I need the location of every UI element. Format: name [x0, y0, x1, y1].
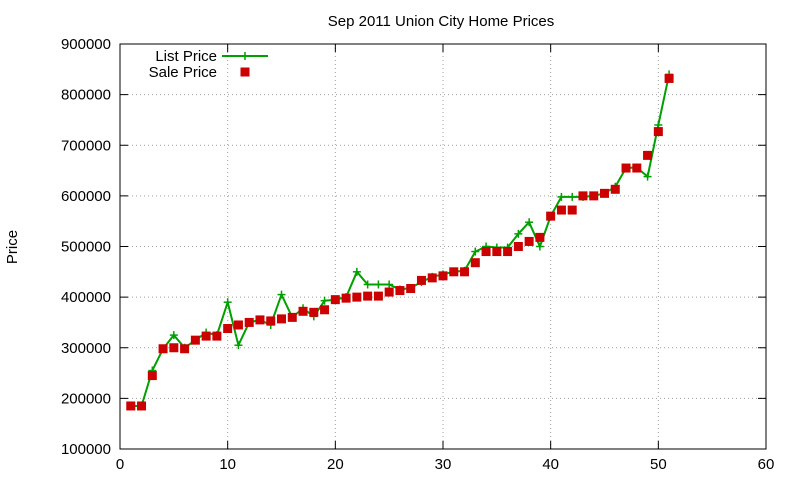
- y-tick-label: 600000: [61, 188, 111, 205]
- list-price-point: [277, 290, 286, 299]
- sale-price-point: [233, 320, 243, 330]
- y-axis-label: Price: [4, 230, 21, 264]
- sale-price-point: [223, 324, 233, 334]
- sale-price-point: [309, 307, 319, 317]
- sale-price-point: [664, 73, 674, 83]
- chart-title: Sep 2011 Union City Home Prices: [328, 13, 555, 30]
- list-price-point: [643, 172, 652, 181]
- legend-marker-sale-price: [240, 67, 250, 77]
- x-tick-label: 60: [758, 456, 775, 473]
- y-tick-label: 400000: [61, 289, 111, 306]
- sale-price-point: [524, 236, 534, 246]
- list-price-point: [223, 298, 232, 307]
- sale-price-point: [212, 331, 222, 341]
- sale-price-point: [277, 314, 286, 324]
- sale-price-point: [460, 267, 470, 277]
- sale-price-point: [578, 191, 588, 201]
- y-tick-label: 900000: [61, 36, 111, 53]
- sale-price-point: [653, 127, 663, 137]
- sale-price-point: [406, 284, 416, 294]
- y-tick-label: 300000: [61, 340, 111, 357]
- sale-price-point: [341, 293, 351, 303]
- sale-price-point: [287, 312, 297, 322]
- sale-price-point: [373, 291, 383, 301]
- y-tick-label: 700000: [61, 137, 111, 154]
- list-price-point: [169, 331, 178, 340]
- sale-price-point: [567, 205, 577, 215]
- grid-lines: [120, 44, 766, 449]
- list-price-point: [514, 229, 523, 238]
- sale-price-point: [352, 292, 362, 302]
- sale-price-point: [180, 344, 190, 354]
- list-price-point: [385, 280, 394, 289]
- list-price-point: [320, 296, 329, 305]
- sale-price-point: [470, 258, 480, 268]
- sale-price-point: [384, 287, 394, 297]
- sale-price-point: [201, 331, 211, 341]
- sale-price-point: [320, 305, 330, 315]
- list-price-point: [535, 242, 544, 251]
- sale-price-point: [610, 184, 620, 194]
- y-tick-label: 800000: [61, 87, 111, 104]
- list-price-point: [374, 280, 383, 289]
- list-price-point: [568, 192, 577, 201]
- sale-price-point: [438, 271, 448, 281]
- sale-price-point: [137, 401, 147, 411]
- sale-price-point: [492, 247, 502, 257]
- y-tick-label: 500000: [61, 239, 111, 256]
- sale-price-point: [330, 295, 340, 305]
- sale-price-point: [643, 150, 653, 160]
- x-tick-label: 40: [542, 456, 559, 473]
- sale-price-point: [481, 247, 491, 257]
- sale-price-point: [126, 401, 136, 411]
- sale-price-point: [363, 291, 373, 301]
- sale-price-point: [600, 188, 609, 198]
- sale-price-point: [632, 163, 642, 173]
- sale-price-point: [266, 316, 276, 326]
- list-price-point: [234, 341, 243, 350]
- sale-price-point: [535, 232, 545, 242]
- sale-price-point: [190, 335, 200, 345]
- x-tick-label: 10: [219, 456, 236, 473]
- sale-price-point: [546, 211, 556, 221]
- sale-price-point: [244, 317, 254, 327]
- y-tick-label: 100000: [61, 441, 111, 458]
- x-tick-label: 50: [650, 456, 667, 473]
- sale-price-point: [427, 273, 437, 283]
- x-tick-label: 20: [327, 456, 344, 473]
- list-price-point: [471, 247, 480, 256]
- sale-price-point: [449, 267, 459, 277]
- sale-price-point: [147, 371, 157, 381]
- y-tick-label: 200000: [61, 390, 111, 407]
- x-tick-label: 30: [435, 456, 452, 473]
- sale-price-point: [158, 344, 168, 354]
- sale-price-point: [416, 275, 426, 285]
- legend-marker-list-price: [241, 52, 249, 60]
- sale-price-point: [513, 242, 523, 251]
- sale-price-point: [589, 191, 599, 201]
- sale-price-point: [255, 315, 265, 325]
- sale-price-point: [395, 286, 405, 296]
- legend-label-list-price: List Price: [155, 48, 217, 65]
- sale-price-point: [169, 343, 179, 353]
- sale-price-point: [298, 306, 308, 316]
- x-tick-label: 0: [116, 456, 124, 473]
- list-price-point: [557, 192, 566, 201]
- sale-price-point: [556, 205, 566, 215]
- list-price-point: [363, 280, 372, 289]
- list-price-line: [130, 74, 671, 407]
- list-price-point: [352, 267, 361, 276]
- sale-price-point: [621, 163, 631, 173]
- legend-label-sale-price: Sale Price: [149, 64, 217, 81]
- series-layer: [126, 70, 674, 411]
- axis-ticks: 100000 200000 300000 400000 500000 600000 7000…: [61, 36, 774, 473]
- sale-price-point: [503, 247, 513, 257]
- list-price-point: [525, 218, 534, 227]
